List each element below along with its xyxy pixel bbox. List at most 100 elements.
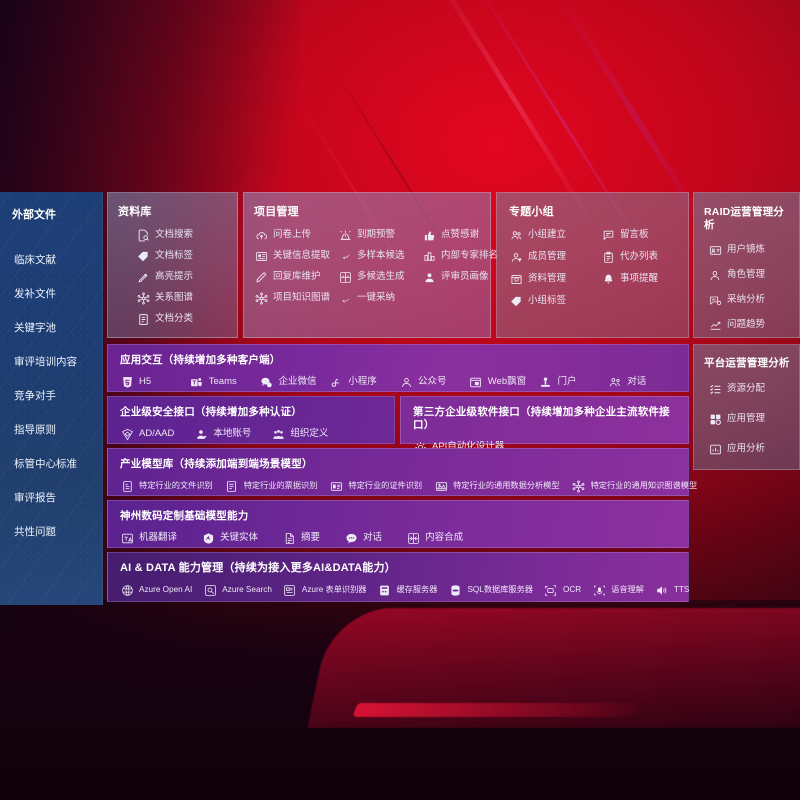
pm-item-key-info-extract[interactable]: 关键信息提取 [254, 249, 338, 263]
raid-item-adoption-analysis[interactable]: 采纳分析 [708, 293, 791, 307]
topic-group-grid: 小组建立 留言板 成员管理 代办列表 资料管理 [509, 228, 678, 308]
ci-label: 对话 [627, 376, 647, 387]
pm-label: 关键信息提取 [273, 250, 331, 261]
sidebar-item-standards-center[interactable]: 标管中心标准 [14, 457, 77, 470]
document-search-icon [136, 228, 150, 242]
ai-item-sql-database-server[interactable]: SQL数据库服务器 [448, 583, 533, 597]
ai-item-cache-server[interactable]: 缓存服务器 [377, 583, 437, 597]
wecom-chat-icon [260, 375, 274, 389]
sec-item-ad-aad[interactable]: AD/AAD [120, 427, 174, 441]
pm-item-one-click-adopt[interactable]: 一键采纳 [338, 291, 422, 305]
pm-item-like-thanks[interactable]: 点赞感谢 [422, 228, 502, 242]
adopt-arrow-icon [338, 291, 352, 305]
data-analysis-icon [434, 479, 448, 493]
kb-item-relation-graph[interactable]: 关系图谱 [136, 291, 227, 305]
ai-label: Azure Search [222, 585, 272, 594]
tg-item-todo-list[interactable]: 代办列表 [601, 250, 693, 264]
kb-item-document-category[interactable]: 文档分类 [136, 312, 227, 326]
tg-item-message-board[interactable]: 留言板 [601, 228, 693, 242]
pm-label: 项目知识图谱 [273, 292, 331, 303]
sidebar-item-clinical-literature[interactable]: 临床文献 [14, 253, 56, 266]
sidebar-item-keyword-pool[interactable]: 关键字池 [14, 321, 56, 334]
bm-item-content-synthesis[interactable]: 内容合成 [406, 531, 463, 545]
tg-item-group-tag[interactable]: 小组标签 [509, 294, 601, 308]
pm-item-reply-library-maintain[interactable]: 回复库维护 [254, 270, 338, 284]
sidebar-item-review-report[interactable]: 审评报告 [14, 491, 56, 504]
pm-item-multi-sample-candidate[interactable]: 多样本候选 [338, 249, 422, 263]
official-account-icon [399, 375, 413, 389]
ci-item-official-account[interactable]: 公众号 [399, 375, 469, 389]
azure-search-icon [203, 583, 217, 597]
ind-item-id-recognition[interactable]: 特定行业的证件识别 [329, 479, 422, 493]
ci-item-h5[interactable]: H5 [120, 375, 190, 389]
pm-item-questionnaire-upload[interactable]: 问卷上传 [254, 228, 338, 242]
receipt-recognize-icon [225, 479, 239, 493]
kb-item-highlight-hint[interactable]: 高亮提示 [136, 270, 227, 284]
sidebar-item-review-training[interactable]: 审评培训内容 [14, 355, 77, 368]
ci-item-miniprogram[interactable]: 小程序 [329, 375, 399, 389]
tg-item-member-management[interactable]: 成员管理 [509, 250, 601, 264]
raid-item-issue-trend[interactable]: 问题趋势 [708, 318, 791, 332]
trend-chart-icon [708, 318, 722, 332]
tg-item-group-create[interactable]: 小组建立 [509, 228, 601, 242]
kb-item-document-search[interactable]: 文档搜索 [136, 228, 227, 242]
ai-item-azure-search[interactable]: Azure Search [203, 583, 272, 597]
plat-item-app-analysis[interactable]: 应用分析 [708, 442, 791, 456]
ci-label: 门户 [557, 376, 577, 387]
sidebar-item-supplement-files[interactable]: 发补文件 [14, 287, 56, 300]
sidebar-item-competitors[interactable]: 竞争对手 [14, 389, 56, 402]
user-portrait-icon [422, 270, 436, 284]
ai-item-ocr[interactable]: OCR [544, 583, 581, 597]
id-recognize-icon [329, 479, 343, 493]
tag-icon [136, 249, 150, 263]
ai-item-azure-openai[interactable]: Azure Open AI [120, 583, 192, 597]
ind-item-receipt-recognition[interactable]: 特定行业的票据识别 [225, 479, 317, 493]
plat-label: 应用分析 [727, 443, 766, 454]
raid-item-user-profile[interactable]: 用户镜炼 [708, 243, 791, 257]
ind-label: 特定行业的通用数据分析模型 [453, 481, 560, 490]
ci-label: 公众号 [418, 376, 447, 387]
bm-item-machine-translation[interactable]: 机器翻译 [120, 531, 177, 545]
raid-item-role-management[interactable]: 角色管理 [708, 268, 791, 282]
panel-raid-analysis: RAID运营管理分析 用户镜炼 角色管理 采纳分析 问题趋势 [693, 192, 800, 338]
band-enterprise-security: 企业级安全接口（持续增加多种认证） AD/AAD 本地账号 组织定义 [107, 396, 395, 444]
ai-label: Azure Open AI [139, 585, 193, 594]
ind-label: 特定行业的文件识别 [139, 481, 213, 490]
ind-item-file-recognition[interactable]: 特定行业的文件识别 [120, 479, 213, 493]
ci-item-dialogue[interactable]: 对话 [608, 375, 678, 389]
bm-item-key-entity[interactable]: 关键实体 [201, 531, 258, 545]
ind-item-knowledge-graph-model[interactable]: 特定行业的通用知识图谱模型 [572, 479, 697, 493]
ai-item-speech-understanding[interactable]: 语音理解 [592, 583, 644, 597]
kb-item-document-tag[interactable]: 文档标签 [136, 249, 227, 263]
sidebar-item-guidelines[interactable]: 指导原则 [14, 423, 56, 436]
pm-item-reviewer-portrait[interactable]: 评审员画像 [422, 270, 502, 284]
sec-item-local-account[interactable]: 本地账号 [194, 427, 251, 441]
shield-auth-icon [120, 427, 134, 441]
bm-item-dialogue[interactable]: 对话 [344, 531, 382, 545]
extract-card-icon [254, 249, 268, 263]
sec-item-org-define[interactable]: 组织定义 [271, 427, 328, 441]
pm-item-project-knowledge-graph[interactable]: 项目知识图谱 [254, 291, 338, 305]
pm-label: 内部专家排名 [441, 250, 499, 261]
chat-analysis-icon [708, 293, 722, 307]
pm-item-expiry-alert[interactable]: 到期预警 [338, 228, 422, 242]
ai-item-tts[interactable]: TTS [655, 583, 689, 597]
tg-item-item-reminder[interactable]: 事项提醒 [601, 272, 693, 286]
tg-item-material-management[interactable]: 资料管理 [509, 272, 601, 286]
bm-item-summary[interactable]: 摘要 [282, 531, 320, 545]
kb-label: 文档标签 [155, 250, 194, 261]
ci-item-web-popup[interactable]: Web飘窗 [469, 375, 539, 389]
pm-item-multi-candidate-generation[interactable]: 多候选生成 [338, 270, 422, 284]
ai-item-form-recognizer[interactable]: Azure 表单识别器 [283, 583, 366, 597]
plat-item-resource-allocation[interactable]: 资源分配 [708, 382, 791, 396]
pm-item-internal-expert-ranking[interactable]: 内部专家排名 [422, 249, 502, 263]
sidebar-item-common-issues[interactable]: 共性问题 [14, 525, 56, 538]
plat-item-app-management[interactable]: 应用管理 [708, 412, 791, 426]
ci-item-portal[interactable]: 门户 [539, 375, 609, 389]
ci-item-teams[interactable]: Teams [190, 375, 260, 389]
ind-item-data-analysis-model[interactable]: 特定行业的通用数据分析模型 [434, 479, 560, 493]
background-shape-bar [352, 703, 638, 717]
ci-item-wecom[interactable]: 企业微信 [260, 375, 330, 389]
pen-edit-icon [254, 270, 268, 284]
